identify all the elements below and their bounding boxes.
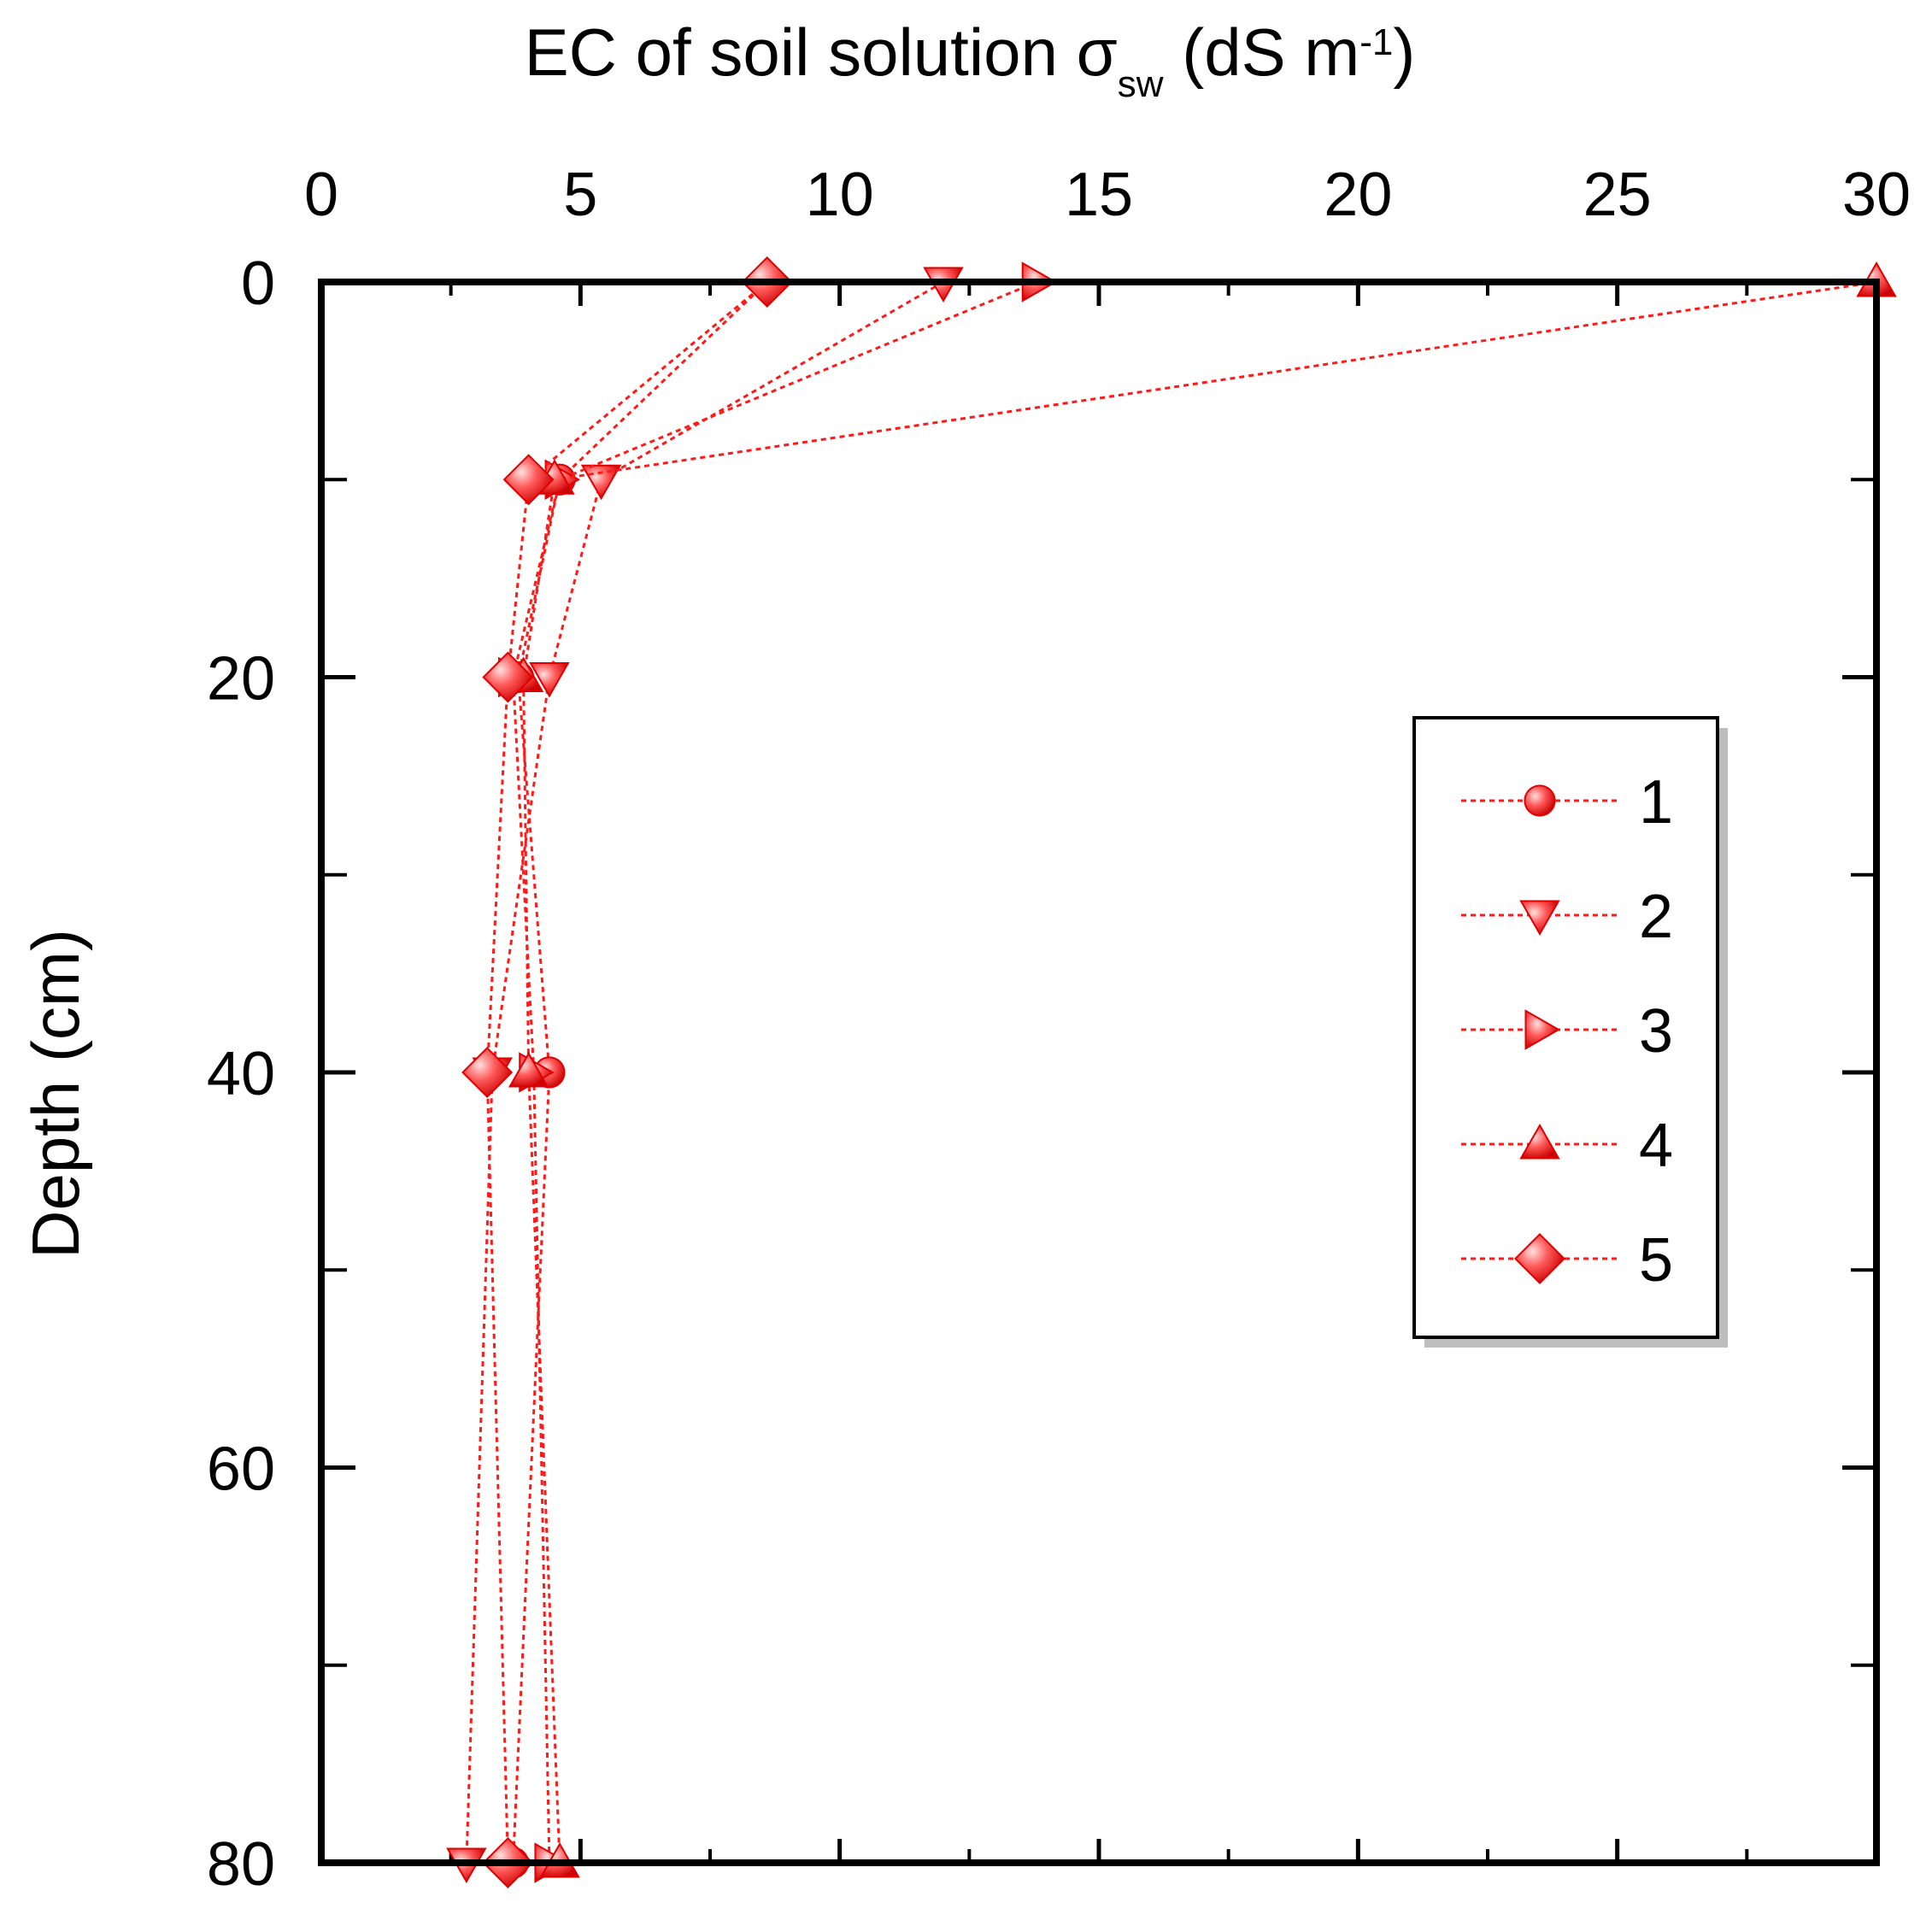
legend-marker-1 bbox=[1524, 784, 1556, 817]
legend-label-4: 4 bbox=[1639, 1112, 1673, 1180]
x-tick-label: 20 bbox=[1324, 161, 1392, 229]
frame-layer bbox=[318, 279, 1880, 1866]
y-tick-label: 80 bbox=[207, 1830, 275, 1899]
series-2-line bbox=[465, 280, 944, 1864]
x-axis-title-close: ) bbox=[1393, 15, 1415, 90]
series-layer bbox=[446, 255, 1897, 1889]
x-axis-title: EC of soil solution σsw (dS m-1) bbox=[525, 15, 1416, 105]
series-5-marker bbox=[461, 1046, 514, 1099]
legend-label-1: 1 bbox=[1639, 768, 1673, 837]
x-tick-label: 15 bbox=[1065, 161, 1133, 229]
x-axis-title-sub: sw bbox=[1118, 63, 1164, 105]
legend-marker-2 bbox=[1519, 900, 1560, 937]
x-tick-label: 30 bbox=[1842, 161, 1911, 229]
series-4-marker bbox=[508, 1051, 549, 1088]
x-tick-label: 0 bbox=[304, 161, 338, 229]
plot-frame bbox=[318, 279, 1880, 1866]
x-axis-title-units: (dS m bbox=[1164, 15, 1360, 90]
y-tick-label: 0 bbox=[241, 250, 275, 318]
series-1-line bbox=[511, 280, 768, 1864]
x-axis-title-sup: -1 bbox=[1359, 21, 1393, 63]
series-2-marker bbox=[529, 662, 570, 698]
x-tick-label: 25 bbox=[1583, 161, 1652, 229]
legend-label-5: 5 bbox=[1639, 1226, 1673, 1295]
legend: 1 2 3 4 5 bbox=[1412, 716, 1728, 1348]
legend-marker-5 bbox=[1513, 1232, 1566, 1285]
legend-label-2: 2 bbox=[1639, 883, 1673, 951]
legend-marker-3 bbox=[1524, 1009, 1561, 1050]
series-2-marker bbox=[580, 464, 622, 501]
legend-label-3: 3 bbox=[1639, 997, 1673, 1066]
legend-marker-4 bbox=[1519, 1123, 1560, 1160]
legend-box bbox=[1412, 716, 1719, 1339]
y-tick-label: 40 bbox=[207, 1040, 275, 1108]
x-tick-label: 5 bbox=[563, 161, 597, 229]
y-axis-title: Depth (cm) bbox=[18, 929, 93, 1259]
y-tick-label: 60 bbox=[207, 1436, 275, 1504]
series-5-marker bbox=[482, 651, 534, 703]
series-5-marker bbox=[502, 454, 555, 506]
x-tick-label: 10 bbox=[806, 161, 874, 229]
y-tick-label: 20 bbox=[207, 645, 275, 713]
x-axis-title-main: EC of soil solution σ bbox=[525, 15, 1118, 90]
